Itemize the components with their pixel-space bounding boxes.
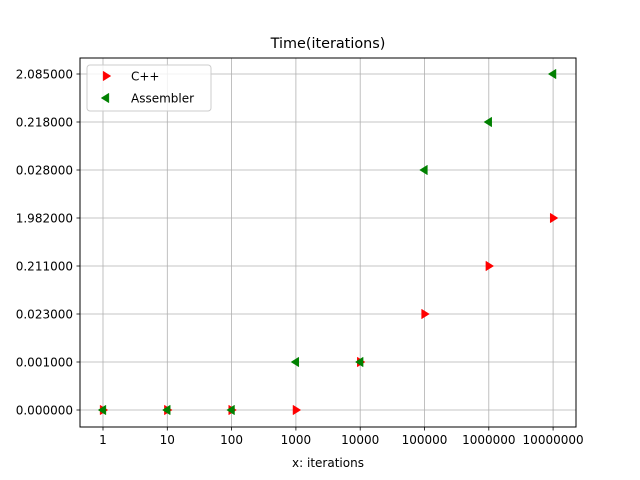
data-point-assembler xyxy=(290,356,300,368)
y-tick-label: 0.000000 xyxy=(16,404,73,418)
x-tick-label: 1000 xyxy=(281,433,312,447)
data-point-c xyxy=(421,308,430,320)
data-point-c xyxy=(292,404,302,416)
legend-label-assembler: Assembler xyxy=(131,92,194,106)
x-tick-label: 10000000 xyxy=(523,433,584,447)
legend-marker-c xyxy=(102,70,112,82)
data-point-assembler xyxy=(97,404,107,416)
data-point-assembler xyxy=(162,404,171,416)
chart-title: Time(iterations) xyxy=(270,36,386,52)
x-tick-label: 100 xyxy=(220,433,243,447)
legend-box xyxy=(86,64,212,112)
y-tick-label: 0.211000 xyxy=(16,260,73,274)
x-tick-label: 1000000 xyxy=(462,433,515,447)
legend-marker-assembler xyxy=(100,92,110,104)
x-tick-label: 100000 xyxy=(402,433,448,447)
data-point-assembler xyxy=(419,164,428,176)
legend: C++ Assembler xyxy=(86,64,212,112)
ticks: 1 10 100 1000 10000 100000 1000000 10000000 0.00… xyxy=(16,68,584,448)
legend-label-c: C++ xyxy=(131,70,160,84)
y-tick-label: 2.085000 xyxy=(16,68,73,82)
data-points xyxy=(97,68,559,416)
plot-frame xyxy=(79,57,577,428)
data-point-c xyxy=(485,260,495,272)
data-point-assembler xyxy=(483,116,492,128)
data-point-assembler xyxy=(354,356,364,368)
x-tick-label: 1 xyxy=(99,433,107,447)
data-point-assembler xyxy=(226,404,235,416)
data-point-c xyxy=(549,212,559,224)
x-tick-label: 10 xyxy=(160,433,175,447)
y-tick-label: 0.028000 xyxy=(16,164,73,178)
y-tick-label: 0.218000 xyxy=(16,116,73,130)
x-axis-title: x: iterations xyxy=(292,456,364,470)
y-tick-label: 1.982000 xyxy=(16,212,73,226)
data-point-assembler xyxy=(547,68,557,80)
y-tick-label: 0.001000 xyxy=(16,356,73,370)
y-tick-label: 0.023000 xyxy=(16,308,73,322)
x-tick-label: 10000 xyxy=(341,433,379,447)
